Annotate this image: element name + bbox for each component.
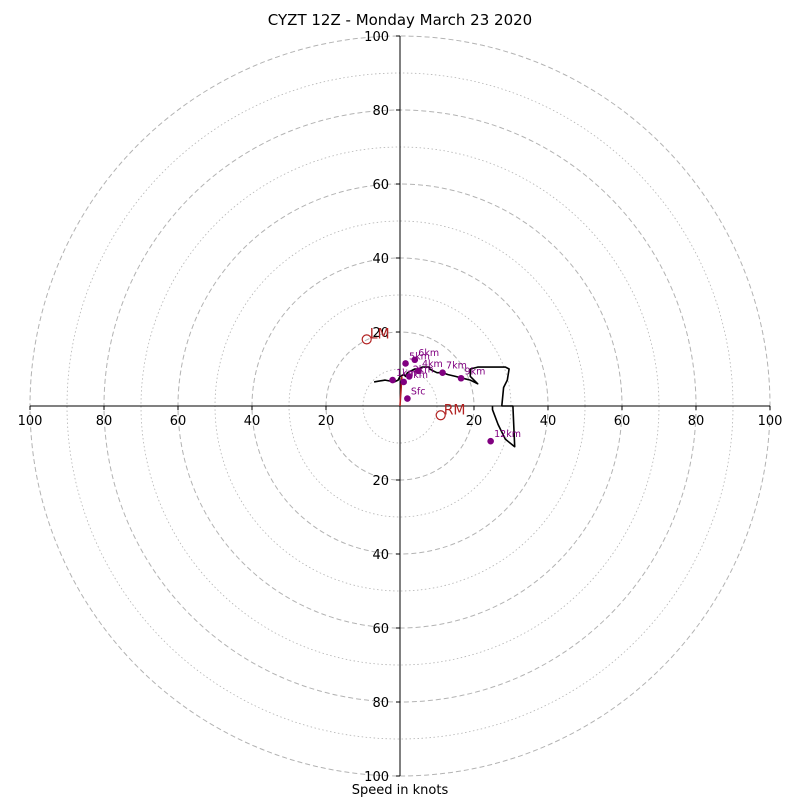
height-marker-label: 3km — [407, 370, 428, 381]
tick-labels: 20 20 20 20 40 40 40 40 60 60 60 60 80 80 80 80 100 100 10… — [18, 30, 783, 785]
height-marker-label: 6km — [418, 348, 439, 359]
height-marker — [457, 374, 465, 382]
storm-motion-label: RM — [444, 402, 466, 418]
y-tick-label: 20 — [372, 474, 389, 489]
height-marker-label: 2km — [413, 364, 434, 375]
y-tick-label: 80 — [372, 104, 389, 119]
y-tick-label: 60 — [372, 622, 389, 637]
storm-motion-markers: LM RM — [361, 326, 466, 421]
height-marker — [415, 367, 422, 375]
x-tick-label: 80 — [688, 414, 705, 429]
height-marker — [389, 376, 396, 384]
storm-motion-marker — [435, 410, 446, 421]
height-marker-label: 1km — [396, 368, 417, 379]
x-tick-label: 20 — [318, 414, 335, 429]
y-tick-label: 20 — [372, 326, 389, 341]
hodograph-trace — [373, 366, 516, 448]
height-marker-label: 12km — [494, 429, 521, 440]
x-tick-label: 100 — [758, 414, 783, 429]
x-tick-label: 40 — [244, 414, 261, 429]
y-tick-label: 40 — [372, 548, 389, 563]
height-marker — [400, 378, 408, 386]
x-tick-label: 40 — [540, 414, 557, 429]
x-tick-label: 80 — [96, 414, 113, 429]
height-marker-label: 9km — [465, 366, 486, 377]
y-tick-label: 100 — [364, 30, 389, 45]
storm-motion-label: LM — [370, 326, 390, 342]
x-tick-label: 60 — [614, 414, 631, 429]
height-marker — [411, 356, 419, 364]
height-marker — [405, 373, 413, 380]
y-tick-label: 40 — [372, 252, 389, 267]
y-tick-label: 80 — [372, 696, 389, 711]
height-marker-label: Sfc — [411, 387, 426, 398]
y-tick-label: 60 — [372, 178, 389, 193]
x-axis-label: Speed in knots — [351, 783, 449, 798]
y-tick-label: 100 — [364, 770, 389, 785]
x-tick-label: 60 — [170, 414, 187, 429]
height-marker-label: 4km — [422, 359, 443, 370]
height-marker-label: 7km — [446, 361, 467, 372]
height-marker-label: 5km — [409, 351, 430, 362]
hodograph-trace-group — [373, 366, 516, 448]
storm-motion-marker — [361, 334, 372, 345]
height-marker — [439, 369, 446, 377]
height-marker — [487, 437, 494, 445]
chart-title: CYZT 12Z - Monday March 23 2020 — [267, 11, 533, 29]
height-marker — [402, 360, 409, 367]
height-marker — [404, 395, 411, 402]
x-tick-label: 20 — [466, 414, 483, 429]
x-tick-label: 100 — [18, 414, 43, 429]
